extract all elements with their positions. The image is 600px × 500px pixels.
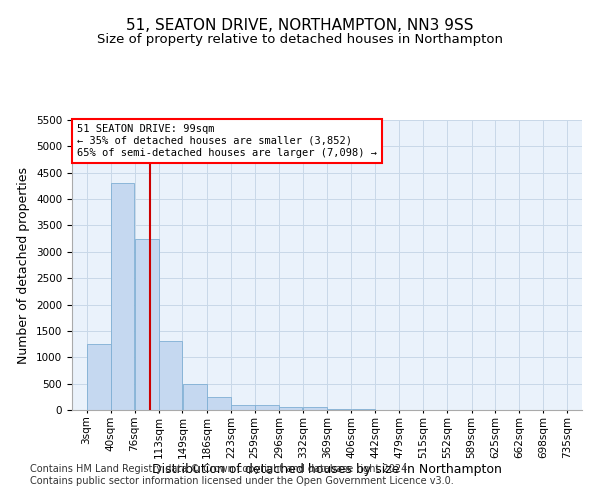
- Bar: [303, 408, 327, 410]
- Text: 51, SEATON DRIVE, NORTHAMPTON, NN3 9SS: 51, SEATON DRIVE, NORTHAMPTON, NN3 9SS: [126, 18, 474, 32]
- Y-axis label: Number of detached properties: Number of detached properties: [17, 166, 31, 364]
- Bar: [255, 404, 279, 410]
- Text: Size of property relative to detached houses in Northampton: Size of property relative to detached ho…: [97, 32, 503, 46]
- Bar: [327, 409, 351, 410]
- Bar: [135, 238, 158, 410]
- Bar: [207, 397, 231, 410]
- Text: 51 SEATON DRIVE: 99sqm
← 35% of detached houses are smaller (3,852)
65% of semi-: 51 SEATON DRIVE: 99sqm ← 35% of detached…: [77, 124, 377, 158]
- Text: Contains public sector information licensed under the Open Government Licence v3: Contains public sector information licen…: [30, 476, 454, 486]
- X-axis label: Distribution of detached houses by size in Northampton: Distribution of detached houses by size …: [152, 463, 502, 476]
- Bar: [111, 184, 134, 410]
- Bar: [279, 408, 302, 410]
- Bar: [232, 404, 254, 410]
- Bar: [183, 384, 206, 410]
- Bar: [87, 344, 110, 410]
- Bar: [159, 342, 182, 410]
- Text: Contains HM Land Registry data © Crown copyright and database right 2024.: Contains HM Land Registry data © Crown c…: [30, 464, 410, 474]
